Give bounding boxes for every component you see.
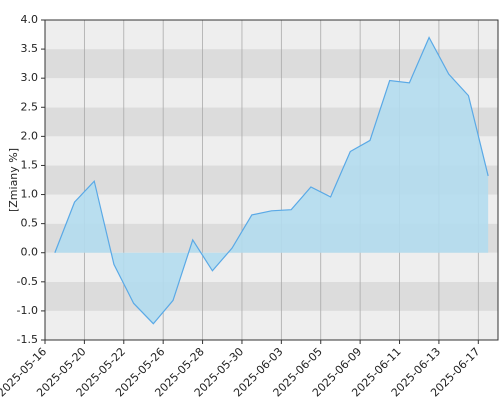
area (54, 37, 489, 324)
line (54, 36, 489, 325)
y-tick-label: 3.0 (21, 71, 39, 84)
y-tick-label: -1.5 (17, 333, 38, 346)
grid-band (45, 20, 498, 50)
y-tick-label: 2.0 (21, 129, 39, 142)
plot-frame (44, 19, 499, 341)
y-tick-label: 4.0 (21, 13, 39, 26)
y-axis-label: [Zmiany %] (7, 148, 20, 212)
y-tick-label: 1.5 (21, 158, 39, 171)
grid-band (45, 281, 498, 311)
y-tick-label: 0.0 (21, 246, 39, 259)
y-tick-label: 3.5 (21, 42, 39, 55)
y-tick-label: -0.5 (17, 275, 38, 288)
y-tick-label: 2.5 (21, 100, 39, 113)
y-tick-label: -1.0 (17, 304, 38, 317)
y-tick-label: 1.0 (21, 188, 39, 201)
y-tick-label: 0.5 (21, 217, 39, 230)
grid-band (45, 310, 498, 340)
